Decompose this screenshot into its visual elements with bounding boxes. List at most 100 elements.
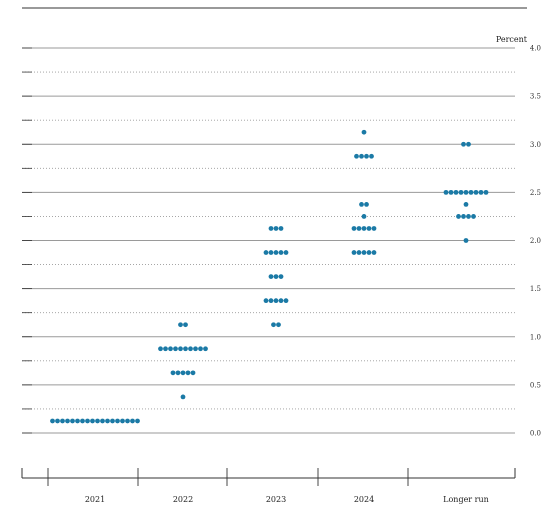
dot-point <box>263 298 269 304</box>
dot-point <box>273 250 279 255</box>
dot-point <box>65 418 70 424</box>
dot-point <box>356 226 362 231</box>
dot-point <box>180 394 186 400</box>
dot-point <box>471 214 476 219</box>
dot-point <box>178 346 183 352</box>
dot-point <box>448 189 454 195</box>
dot-point <box>271 322 276 328</box>
dot-point <box>463 238 469 243</box>
dot-point <box>364 153 369 159</box>
dot-point <box>453 189 459 195</box>
dot-point <box>85 418 90 424</box>
dot-point <box>183 322 188 328</box>
dot-point <box>361 129 367 135</box>
dot-point <box>371 250 377 255</box>
dot-point <box>50 418 55 424</box>
y-axis-unit-label: Percent <box>496 35 528 44</box>
dot-point <box>135 418 140 424</box>
dot-point <box>263 250 269 255</box>
dot-point <box>100 418 105 424</box>
dot-point <box>278 298 284 304</box>
dot-point <box>283 250 289 255</box>
dot-point <box>359 202 364 207</box>
y-tick-label: 0.5 <box>530 381 541 389</box>
dot-point <box>366 226 372 231</box>
dot-point <box>369 153 374 159</box>
dot-point <box>180 370 186 376</box>
dot-point <box>276 322 281 328</box>
x-category-label: Longer run <box>443 495 489 504</box>
dot-point <box>468 189 474 195</box>
dot-point <box>356 250 362 255</box>
x-category-label: 2022 <box>173 495 193 504</box>
dot-point <box>359 153 364 159</box>
dot-point <box>95 418 100 424</box>
dot-point <box>198 346 203 352</box>
dot-point <box>178 322 183 328</box>
dot-point <box>456 214 461 219</box>
dot-point <box>443 189 449 195</box>
y-tick-label: 2.0 <box>530 237 541 245</box>
dot-point <box>351 250 357 255</box>
dot-point <box>105 418 110 424</box>
dot-point <box>268 226 274 231</box>
dot-point <box>203 346 208 352</box>
y-tick-label: 3.5 <box>530 93 541 101</box>
dot-point <box>354 153 359 159</box>
dot-point <box>60 418 65 424</box>
y-tick-label: 0.0 <box>530 430 541 438</box>
dot-point <box>130 418 135 424</box>
dot-point <box>175 370 181 376</box>
x-category-label: 2021 <box>85 495 105 504</box>
dot-point <box>183 346 188 352</box>
y-tick-label: 4.0 <box>530 45 541 53</box>
y-tick-label: 1.0 <box>530 333 541 341</box>
dot-point <box>473 189 479 195</box>
dot-point <box>193 346 198 352</box>
dot-point <box>361 214 367 219</box>
dot-point <box>361 226 367 231</box>
dot-point <box>463 189 469 195</box>
dot-point <box>268 250 274 255</box>
dot-point <box>168 346 173 352</box>
dots-layer <box>50 129 489 424</box>
x-category-label: 2024 <box>354 495 374 504</box>
dot-point <box>90 418 95 424</box>
dot-point <box>125 418 130 424</box>
x-category-label: 2023 <box>266 495 286 504</box>
dot-point <box>75 418 80 424</box>
dot-point <box>461 141 466 147</box>
dot-point <box>364 202 369 207</box>
dot-point <box>273 274 279 279</box>
dot-point <box>278 226 284 231</box>
dot-point <box>458 189 464 195</box>
dot-point <box>170 370 176 376</box>
dot-point <box>190 370 196 376</box>
dot-point <box>466 214 471 219</box>
dot-point <box>466 141 471 147</box>
gridlines <box>22 47 515 434</box>
dot-point <box>483 189 489 195</box>
dot-point <box>278 250 284 255</box>
dot-point <box>478 189 484 195</box>
dot-point <box>158 346 163 352</box>
dot-point <box>278 274 284 279</box>
dot-point <box>163 346 168 352</box>
y-tick-label: 3.0 <box>530 141 541 149</box>
dot-point <box>463 202 469 207</box>
x-axis: 2021 2022 2023 2024 Longer run <box>21 468 516 504</box>
dot-point <box>115 418 120 424</box>
dot-point <box>273 298 279 304</box>
dot-point <box>361 250 367 255</box>
dot-point <box>273 226 279 231</box>
dot-point <box>110 418 115 424</box>
dot-point <box>173 346 178 352</box>
y-tick-label: 1.5 <box>530 285 541 293</box>
dot-point <box>120 418 125 424</box>
dot-point <box>188 346 193 352</box>
dot-point <box>351 226 357 231</box>
dot-point <box>70 418 75 424</box>
dot-point <box>80 418 85 424</box>
dot-point <box>268 274 274 279</box>
dot-point <box>185 370 191 376</box>
